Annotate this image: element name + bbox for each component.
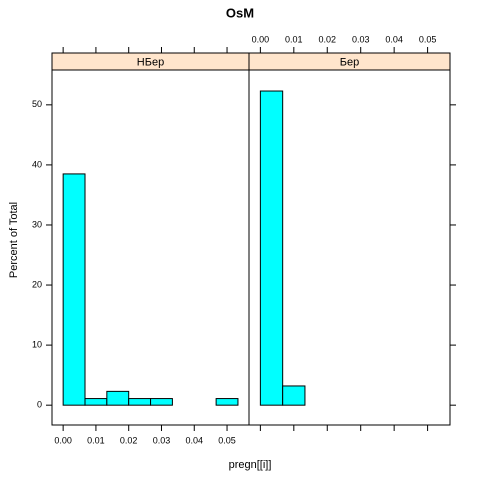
y-tick-label: 20 <box>32 279 42 289</box>
x-axis-label: pregn[[i]] <box>229 459 272 471</box>
x-tick-label: 0.01 <box>87 435 105 445</box>
x-tick-label: 0.05 <box>218 435 236 445</box>
histogram-bar <box>282 385 306 406</box>
panel-frame <box>248 69 451 426</box>
histogram-bar <box>215 398 239 406</box>
y-tick-label: 40 <box>32 159 42 169</box>
y-tick-label: 30 <box>32 219 42 229</box>
x-tick-label: 0.03 <box>153 435 171 445</box>
histogram-bar <box>62 173 86 406</box>
x-tick-label: 0.02 <box>120 435 138 445</box>
histogram-bar <box>128 398 152 406</box>
x-tick-label: 0.00 <box>252 34 270 44</box>
x-tick-label: 0.01 <box>285 34 303 44</box>
histogram-bar <box>106 390 130 406</box>
histogram-bar <box>84 398 108 406</box>
x-tick-label: 0.00 <box>54 435 72 445</box>
y-tick-label: 10 <box>32 339 42 349</box>
x-tick-label: 0.05 <box>419 34 437 44</box>
strip-label: НБер <box>137 56 164 68</box>
y-tick-label: 50 <box>32 99 42 109</box>
histogram-bar <box>259 90 284 406</box>
histogram-bar <box>150 398 173 406</box>
x-tick-label: 0.04 <box>185 435 203 445</box>
y-tick-label: 0 <box>37 400 42 410</box>
strip-label: Бер <box>340 56 359 68</box>
x-tick-label: 0.02 <box>318 34 336 44</box>
chart-title: OsM <box>226 5 254 20</box>
y-axis-label: Percent of Total <box>8 202 20 278</box>
x-tick-label: 0.04 <box>385 34 403 44</box>
x-tick-label: 0.03 <box>352 34 370 44</box>
